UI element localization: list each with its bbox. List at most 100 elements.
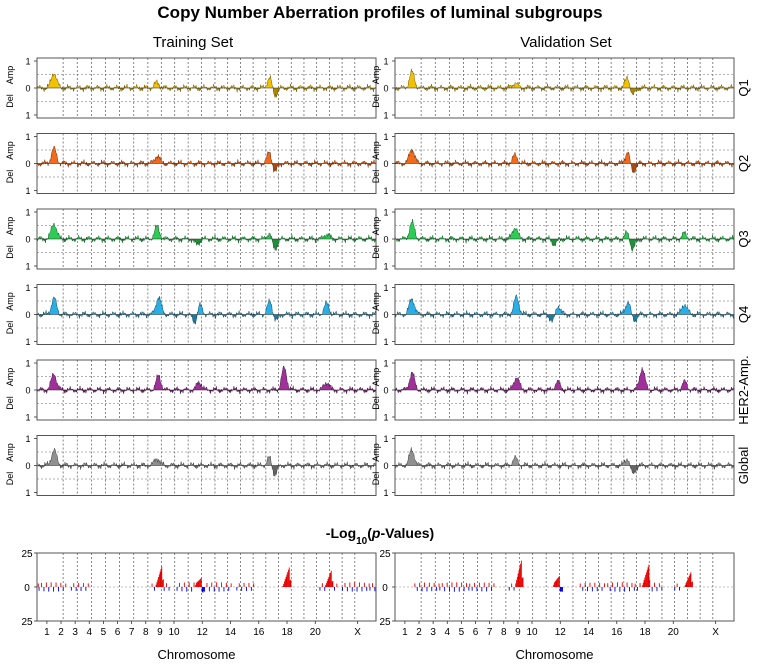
pvalue-bar-neg [356,587,358,592]
del-label: Del [371,94,381,108]
pvalue-bar-pos [461,582,463,587]
panel-0-0: 1 0 1 Amp Del [5,57,377,121]
pvalue-bar-pos [331,581,333,587]
pvalue-bar-neg [609,587,611,592]
pvalue-bar-pos [37,583,39,587]
y-tick-label: 1 [25,57,30,67]
pvalue-bar-neg [154,587,155,591]
del-label: Del [5,94,15,108]
pvalue-bar-pos [206,583,208,587]
pvalue-bar-pos [330,572,331,587]
x-tick-label: 9 [157,627,163,638]
pvalue-bar-neg [48,587,50,592]
pvalue-bar-neg [374,587,376,592]
pvalue-bar-neg [58,587,59,592]
column-title-validation: Validation Set [520,34,612,51]
pvalue-bar-neg [236,587,238,591]
pvalue-bar-pos [216,582,218,587]
x-tick-label: X [354,627,361,638]
pvalue-bar-neg [601,587,603,591]
amp-label: Amp [371,292,381,311]
pvalue-bar-pos [368,583,370,587]
pvalue-bar-pos [179,582,180,587]
pvalue-bar-pos [336,583,338,587]
pvalue-bar-neg [651,587,653,592]
pvalue-bar-pos [363,582,365,587]
panel-2-0: 1 0 1 Amp Del [5,208,377,272]
panel-5-0: 1 0 1 Amp Del [5,434,377,498]
pvalue-bar-pos [151,583,153,587]
x-tick-label: 1 [44,627,50,638]
del-label: Del [371,245,381,259]
amp-label: Amp [5,443,15,462]
x-tick-label: 2 [58,627,64,638]
amp-label: Amp [5,141,15,160]
pvalue-bar-pos [73,583,75,587]
pvalue-bar-pos [161,566,163,587]
pvalue-bar-pos [518,570,520,587]
pvalue-bar-neg [453,587,455,592]
pvalue-bar-pos [160,569,162,587]
pvalue-bar-neg [38,587,40,591]
x-axis-label: Chromosome [157,647,235,662]
y-tick-label: 0 [383,235,388,245]
pvalue-bar-pos [158,577,159,587]
amp-label: Amp [371,217,381,236]
pvalue-bar-pos [354,582,356,587]
pvalue-bar-pos [634,583,636,587]
pvalue-bar-pos [50,582,52,587]
y-tick-label: 0 [25,461,30,471]
x-tick-label: 6 [115,627,121,638]
pvalue-bar-pos [516,580,517,587]
pvalue-bar-neg [471,587,473,591]
del-label: Del [371,396,381,410]
pvalue-bar-neg [481,587,483,592]
pvalue-bar-neg [85,587,87,591]
pvalue-bar-pos [558,576,560,587]
pvalue-bar-pos [493,583,495,587]
pvalue-bar-pos [555,580,557,587]
x-tick-label: 20 [668,627,680,638]
y-tick-label: 1 [383,186,388,196]
pvalue-bar-pos [327,579,329,587]
y-tick-label: 1 [25,208,30,218]
profile-line [36,296,377,325]
gain-area [37,448,376,466]
pvalue-bar-neg [591,587,593,592]
x-tick-label: 14 [583,627,595,638]
subgroup-label: Q3 [736,230,751,247]
subgroup-label: Q2 [736,155,751,172]
y-tick-label: 25 [21,549,33,560]
profile-line [394,367,735,395]
x-axis-label: Chromosome [515,647,593,662]
pvalue-bar-pos [326,583,327,587]
pvalue-bar-pos [157,579,159,587]
y-tick-label: 1 [383,57,388,67]
pvalue-bar-pos [607,583,609,587]
x-tick-label: 10 [168,627,180,638]
pvalue-bar-pos [520,560,522,587]
pvalue-bar-pos [621,582,623,587]
pvalue-bar-pos [289,580,291,587]
panel-1-0: 1 0 1 Amp Del [5,132,377,196]
pvalue-bar-neg [562,587,563,592]
pvalue-bar-pos [604,583,605,587]
pvalue-bar-neg [619,587,621,592]
pvalue-bar-pos [646,569,648,587]
pvalue-bar-pos [283,583,285,587]
pvalue-bar-neg [614,587,616,592]
pvalue-bar-pos [248,583,250,587]
pvalue-bar-pos [286,574,288,587]
subgroup-label: Q1 [736,79,751,96]
pvalue-bar-neg [513,587,515,591]
y-tick-label: 1 [25,359,30,369]
pvalue-bar-neg [246,587,247,591]
pvalue-bar-pos [647,567,649,587]
del-label: Del [5,396,15,410]
pvalue-bar-pos [520,563,521,587]
del-label: Del [371,472,381,486]
pvalue-bar-pos [511,583,513,587]
x-tick-label: 12 [555,627,567,638]
